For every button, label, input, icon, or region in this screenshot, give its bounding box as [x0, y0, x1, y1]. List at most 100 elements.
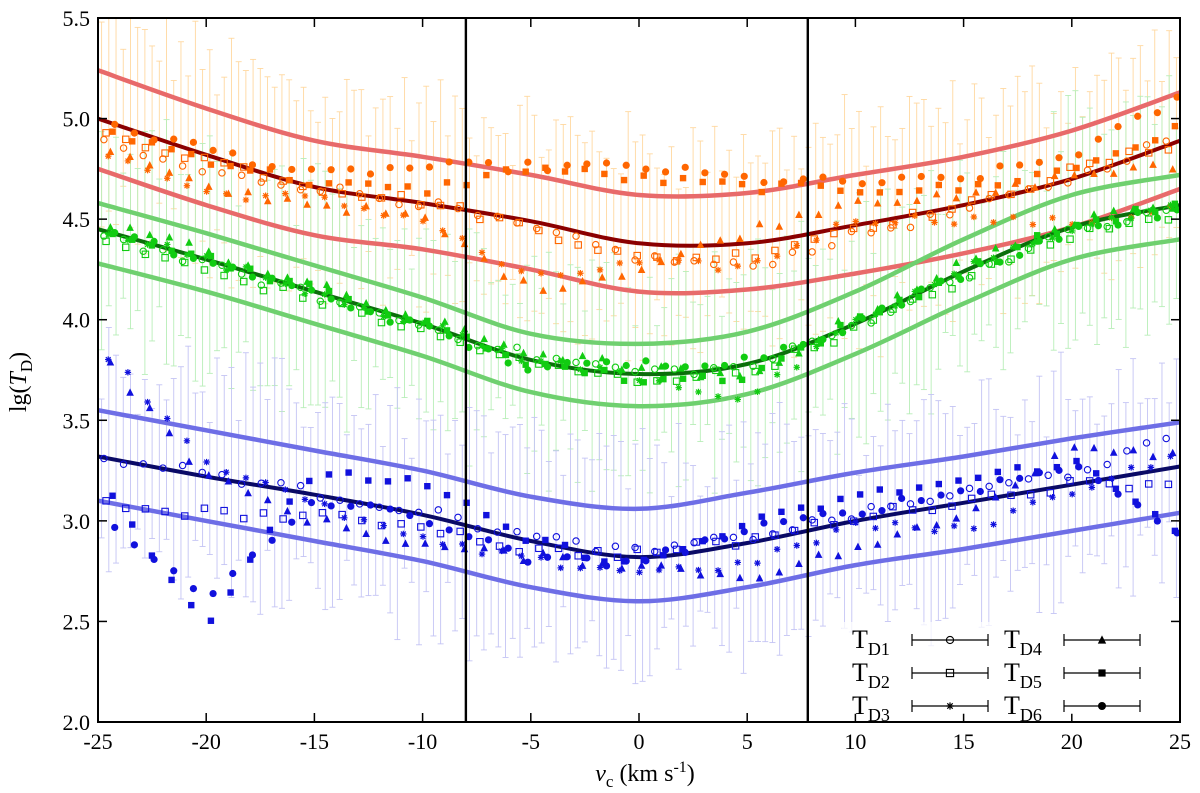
marker-asterisk	[891, 519, 899, 526]
marker-open-circle	[847, 515, 856, 523]
marker-circle	[307, 286, 316, 294]
marker-circle	[327, 166, 335, 174]
marker-circle	[720, 535, 729, 543]
marker-circle	[976, 174, 984, 183]
marker-square	[502, 523, 510, 530]
marker-asterisk	[1167, 453, 1174, 460]
marker-square	[1014, 177, 1021, 185]
marker-circle	[622, 557, 630, 565]
marker-open-circle	[572, 232, 580, 240]
marker-square	[758, 364, 765, 372]
marker-square	[424, 482, 431, 490]
marker-asterisk	[1009, 213, 1017, 221]
marker-circle	[622, 161, 630, 169]
marker-circle	[130, 233, 138, 241]
marker-open-square	[594, 546, 602, 555]
marker-square	[1152, 137, 1159, 144]
marker-square	[994, 468, 1002, 476]
marker-open-circle	[1083, 465, 1092, 474]
marker-open-square	[1007, 255, 1015, 263]
marker-triangle	[873, 199, 882, 207]
marker-open-square	[1066, 163, 1074, 171]
y-tick-label: 2.5	[63, 609, 91, 634]
marker-open-square	[220, 506, 228, 515]
marker-open-circle	[788, 526, 797, 534]
marker-square	[306, 280, 313, 288]
marker-circle	[366, 170, 375, 178]
marker-asterisk	[714, 393, 722, 400]
center-curve-green	[97, 203, 1181, 377]
marker-circle	[170, 567, 178, 575]
marker-circle	[839, 329, 847, 337]
marker-asterisk	[872, 311, 879, 318]
marker-triangle	[834, 201, 843, 209]
marker-open-square	[790, 526, 799, 535]
marker-circle	[504, 168, 512, 176]
marker-square	[1033, 170, 1041, 178]
marker-triangle	[441, 542, 449, 551]
marker-open-square	[692, 538, 700, 546]
marker-circle	[740, 528, 748, 536]
marker-open-circle	[454, 513, 462, 522]
marker-asterisk	[223, 266, 230, 274]
marker-triangle	[755, 219, 764, 228]
marker-circle	[1016, 251, 1024, 259]
marker-open-circle	[1123, 157, 1131, 165]
marker-circle	[386, 505, 394, 513]
marker-triangle	[145, 230, 154, 239]
marker-asterisk	[105, 230, 112, 238]
marker-asterisk	[990, 254, 997, 261]
marker-asterisk	[695, 388, 702, 396]
marker-square	[404, 475, 411, 482]
marker-asterisk	[1128, 464, 1135, 471]
marker-square	[1112, 150, 1120, 157]
marker-open-circle	[631, 367, 639, 376]
marker-square	[955, 273, 962, 280]
upper-curve-blue	[97, 407, 1181, 512]
marker-circle	[1075, 151, 1083, 159]
marker-open-circle	[198, 255, 207, 264]
marker-asterisk	[734, 396, 741, 403]
marker-circle	[858, 314, 866, 322]
marker-circle	[779, 517, 788, 526]
marker-asterisk	[1108, 214, 1115, 221]
marker-square	[935, 181, 943, 189]
marker-open-square	[849, 323, 858, 331]
marker-open-circle	[985, 194, 993, 203]
marker-open-circle	[218, 169, 226, 177]
marker-circle	[563, 553, 571, 561]
marker-open-square	[1125, 484, 1133, 493]
marker-open-circle	[139, 460, 147, 468]
marker-open-square	[1066, 477, 1074, 485]
marker-triangle	[795, 559, 803, 568]
marker-asterisk	[891, 219, 899, 226]
marker-open-circle	[946, 492, 954, 500]
marker-square	[738, 522, 746, 530]
marker-square	[1092, 157, 1100, 164]
marker-open-square	[948, 502, 956, 510]
marker-square	[286, 176, 293, 184]
marker-square	[955, 187, 962, 194]
marker-asterisk	[301, 496, 309, 503]
marker-triangle	[500, 272, 508, 280]
marker-triangle	[519, 348, 528, 357]
marker-asterisk	[557, 271, 564, 279]
marker-circle	[957, 487, 965, 495]
marker-circle	[543, 167, 552, 175]
marker-open-circle	[1142, 141, 1151, 149]
marker-open-circle	[670, 541, 679, 549]
marker-square	[443, 179, 451, 186]
marker-square	[1152, 208, 1159, 216]
marker-square	[601, 366, 608, 374]
marker-square	[483, 511, 490, 519]
y-label-sub: D	[17, 360, 36, 372]
marker-open-square	[1066, 235, 1074, 243]
marker-open-circle	[828, 516, 836, 524]
marker-square	[168, 247, 175, 255]
marker-open-circle	[454, 204, 462, 213]
marker-circle	[307, 499, 316, 507]
marker-square	[1033, 232, 1041, 239]
marker-triangle	[637, 265, 646, 274]
marker-circle	[130, 541, 138, 549]
marker-asterisk	[1049, 234, 1056, 242]
